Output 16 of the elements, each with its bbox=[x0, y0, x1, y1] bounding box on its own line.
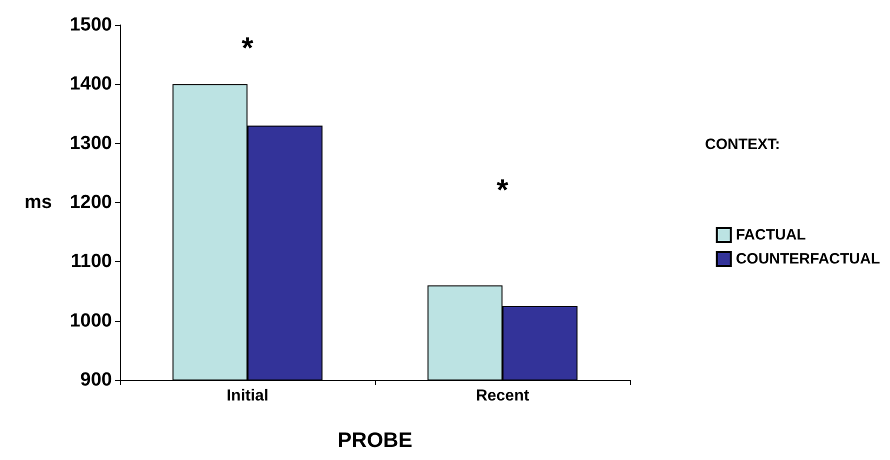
x-tick-label: Initial bbox=[226, 388, 268, 404]
legend-label: COUNTERFACTUAL bbox=[736, 250, 880, 268]
annotation: * bbox=[496, 174, 509, 208]
x-axis-title: PROBE bbox=[338, 429, 412, 452]
y-tick-label: 900 bbox=[80, 370, 112, 390]
y-tick-label: 1100 bbox=[70, 251, 112, 272]
y-tick-label: 1400 bbox=[70, 74, 112, 95]
y-tick-label: 1200 bbox=[70, 192, 112, 213]
x-tick-label: Recent bbox=[476, 388, 530, 404]
legend-label: FACTUAL bbox=[736, 226, 806, 244]
y-tick-label: 1300 bbox=[70, 132, 112, 154]
annotation: * bbox=[242, 32, 254, 66]
y-axis-title: ms bbox=[24, 192, 52, 213]
y-tick-label: 1500 bbox=[70, 14, 112, 36]
y-tick-label: 1000 bbox=[70, 310, 112, 332]
legend-title: CONTEXT: bbox=[705, 136, 780, 153]
